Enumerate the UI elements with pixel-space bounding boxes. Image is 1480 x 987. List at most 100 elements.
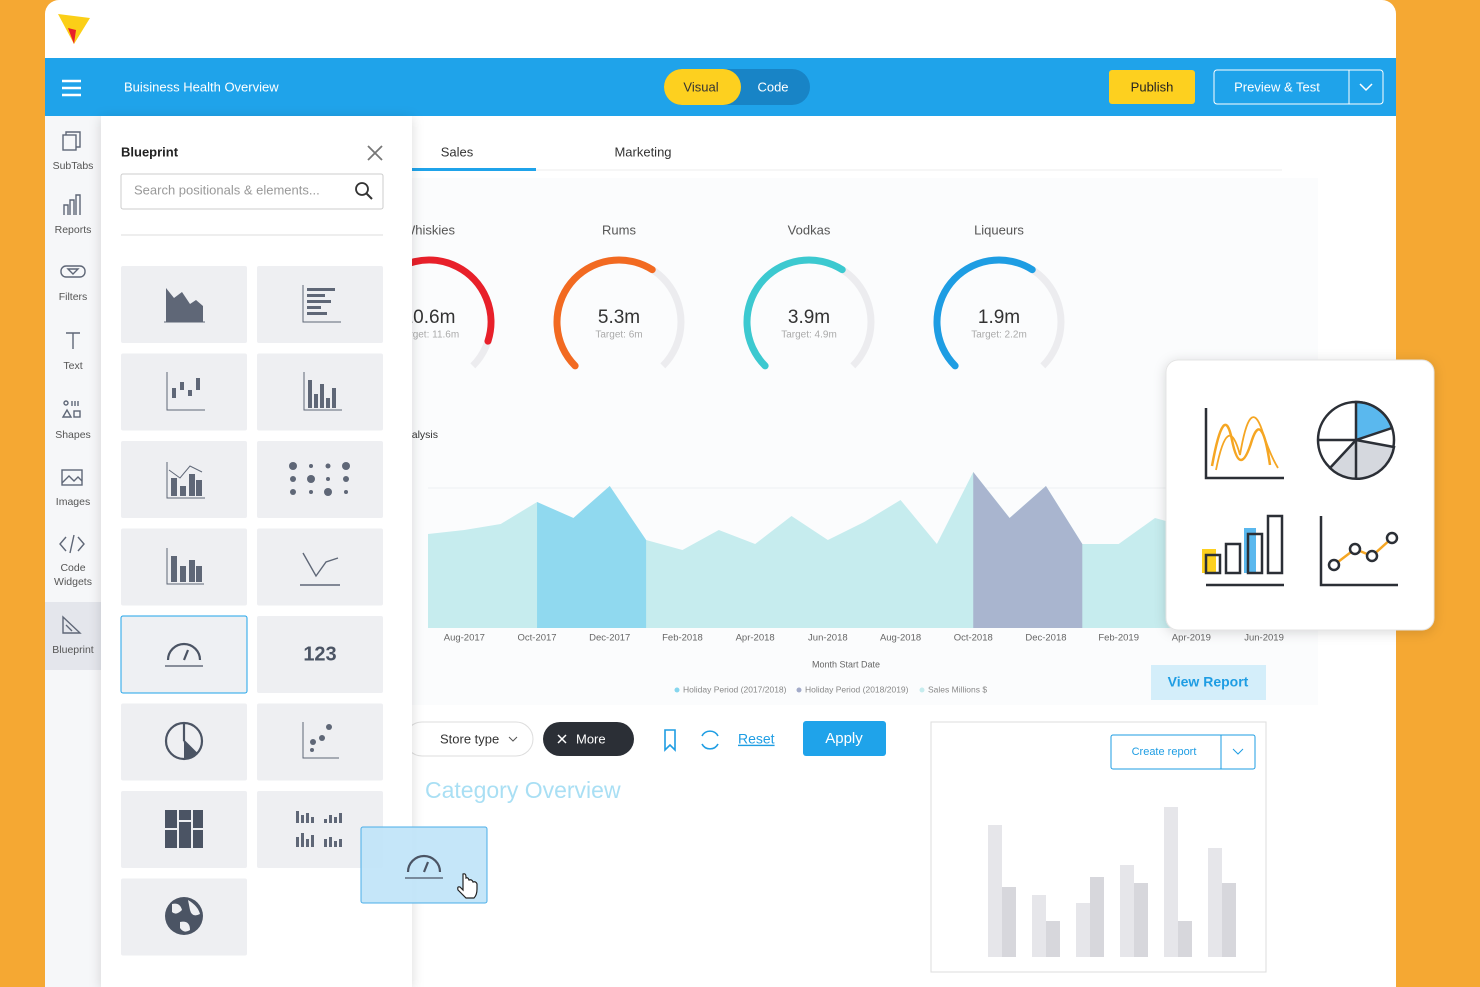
cursor: [457, 873, 478, 899]
gauge-target: Target: 4.9m: [781, 330, 837, 341]
legend-marker: [674, 687, 680, 693]
x-tick-label: Aug-2017: [444, 633, 485, 644]
gauge-arc: [743, 256, 846, 370]
sidebar-item[interactable]: Shapes: [55, 429, 91, 441]
x-tick-label: Apr-2018: [736, 633, 775, 644]
mode-code[interactable]: Code: [757, 79, 788, 94]
chevron[interactable]: [1359, 83, 1373, 92]
sidebar-icons: [59, 131, 86, 634]
publish-label[interactable]: Publish: [1131, 79, 1174, 94]
gauge-target: Target: 2.2m: [971, 330, 1027, 341]
bar: [988, 825, 1002, 957]
chevron: [508, 736, 518, 742]
mode-active[interactable]: [664, 69, 741, 105]
view-report-label[interactable]: View Report: [1168, 674, 1249, 690]
tile-number: 123: [303, 643, 336, 665]
bookmark-icon[interactable]: [664, 729, 676, 752]
tab-sales[interactable]: Sales: [441, 144, 474, 159]
sidebar-item[interactable]: Reports: [54, 224, 92, 236]
chevron[interactable]: [1232, 748, 1244, 755]
logo: [58, 14, 90, 44]
bar: [1222, 883, 1236, 957]
section-title: Category Overview: [425, 777, 621, 803]
gauge-arc: [933, 256, 1036, 370]
mode-visual[interactable]: Visual: [683, 79, 718, 94]
gauge-target: Target: 6m: [595, 330, 642, 341]
create-report-label[interactable]: Create report: [1132, 746, 1197, 758]
tile-icon: [302, 285, 341, 323]
sidebar: [45, 116, 101, 987]
element-tile[interactable]: [257, 791, 383, 868]
bar: [1076, 903, 1090, 957]
search-icon[interactable]: [365, 192, 373, 200]
element-tile[interactable]: [257, 616, 383, 693]
gauge-label: Whiskies: [403, 222, 456, 237]
create-report-button[interactable]: [1110, 734, 1256, 770]
gauge-arc: [553, 256, 656, 370]
element-tile[interactable]: [257, 441, 383, 518]
logo-accent: [68, 28, 76, 44]
x-tick-label: Jun-2019: [1244, 633, 1284, 644]
dragged-tile[interactable]: [360, 826, 488, 904]
element-tile[interactable]: [121, 353, 247, 431]
gauge-target: Target: 11.6m: [399, 330, 459, 341]
x-tick-label: Jun-2018: [808, 633, 848, 644]
sidebar-item[interactable]: Filters: [58, 291, 88, 303]
gauge-label: Rums: [602, 222, 636, 237]
preview-button[interactable]: [1213, 69, 1384, 105]
legend-marker: [796, 687, 802, 693]
element-tile[interactable]: [120, 615, 248, 694]
bar: [1178, 921, 1192, 957]
element-tile[interactable]: [121, 441, 247, 518]
more-button[interactable]: [543, 722, 634, 756]
tile-icon: [165, 897, 203, 935]
view-report-button[interactable]: [1151, 665, 1266, 700]
picker-icons: [1202, 400, 1399, 587]
preview-label[interactable]: Preview & Test: [1234, 79, 1320, 94]
gauge-label: Liqueurs: [974, 222, 1024, 237]
apply-label[interactable]: Apply: [825, 730, 863, 747]
page-title: Buisiness Health Overview: [124, 79, 279, 94]
menu-icon[interactable]: [62, 79, 81, 97]
x-tick-label: Apr-2019: [1172, 633, 1211, 644]
refresh-icon[interactable]: [701, 730, 719, 750]
tile-icon: [166, 548, 204, 585]
more-label[interactable]: More: [576, 731, 606, 746]
x-tick-label: Dec-2017: [589, 633, 630, 644]
apply-button[interactable]: [803, 721, 886, 756]
search-placeholder[interactable]: Search positionals & elements...: [134, 182, 320, 197]
legend-marker: [919, 687, 925, 693]
bar: [1208, 848, 1222, 957]
search-icon[interactable]: [355, 182, 369, 196]
gauge-icon: [405, 854, 443, 879]
x-tick-label: Dec-2018: [1025, 633, 1066, 644]
element-tile[interactable]: [257, 266, 383, 343]
bar: [1032, 895, 1046, 957]
element-tile[interactable]: [257, 528, 383, 606]
element-tile[interactable]: [257, 703, 383, 781]
bar: [1134, 883, 1148, 957]
sidebar-item[interactable]: SubTabs: [52, 160, 94, 172]
panel-title: Blueprint: [121, 144, 179, 159]
store-type-label[interactable]: Store type: [440, 731, 499, 746]
sidebar-active: [45, 602, 101, 670]
publish-button[interactable]: [1109, 70, 1195, 104]
sidebar-item[interactable]: Code Widgets: [54, 562, 92, 588]
gauge-value: 10.6m: [403, 307, 456, 328]
legend-label: Holiday Period (2017/2018): [683, 684, 787, 694]
bar: [1090, 877, 1104, 957]
close-icon[interactable]: [367, 145, 383, 161]
legend-label: Sales Millions $: [928, 684, 987, 694]
tile-icon: [166, 372, 205, 411]
search-box[interactable]: [120, 173, 384, 210]
x-tick-label: Oct-2017: [518, 633, 557, 644]
sidebar-item[interactable]: Images: [55, 496, 91, 508]
sidebar-item[interactable]: Blueprint: [52, 644, 94, 656]
bar: [1002, 887, 1016, 957]
tab-marketing[interactable]: Marketing: [614, 144, 671, 159]
sidebar-item[interactable]: Text: [63, 360, 83, 372]
reset-link[interactable]: Reset: [738, 731, 775, 747]
chart-picker: [1165, 359, 1435, 631]
legend-label: Holiday Period (2018/2019): [805, 684, 909, 694]
